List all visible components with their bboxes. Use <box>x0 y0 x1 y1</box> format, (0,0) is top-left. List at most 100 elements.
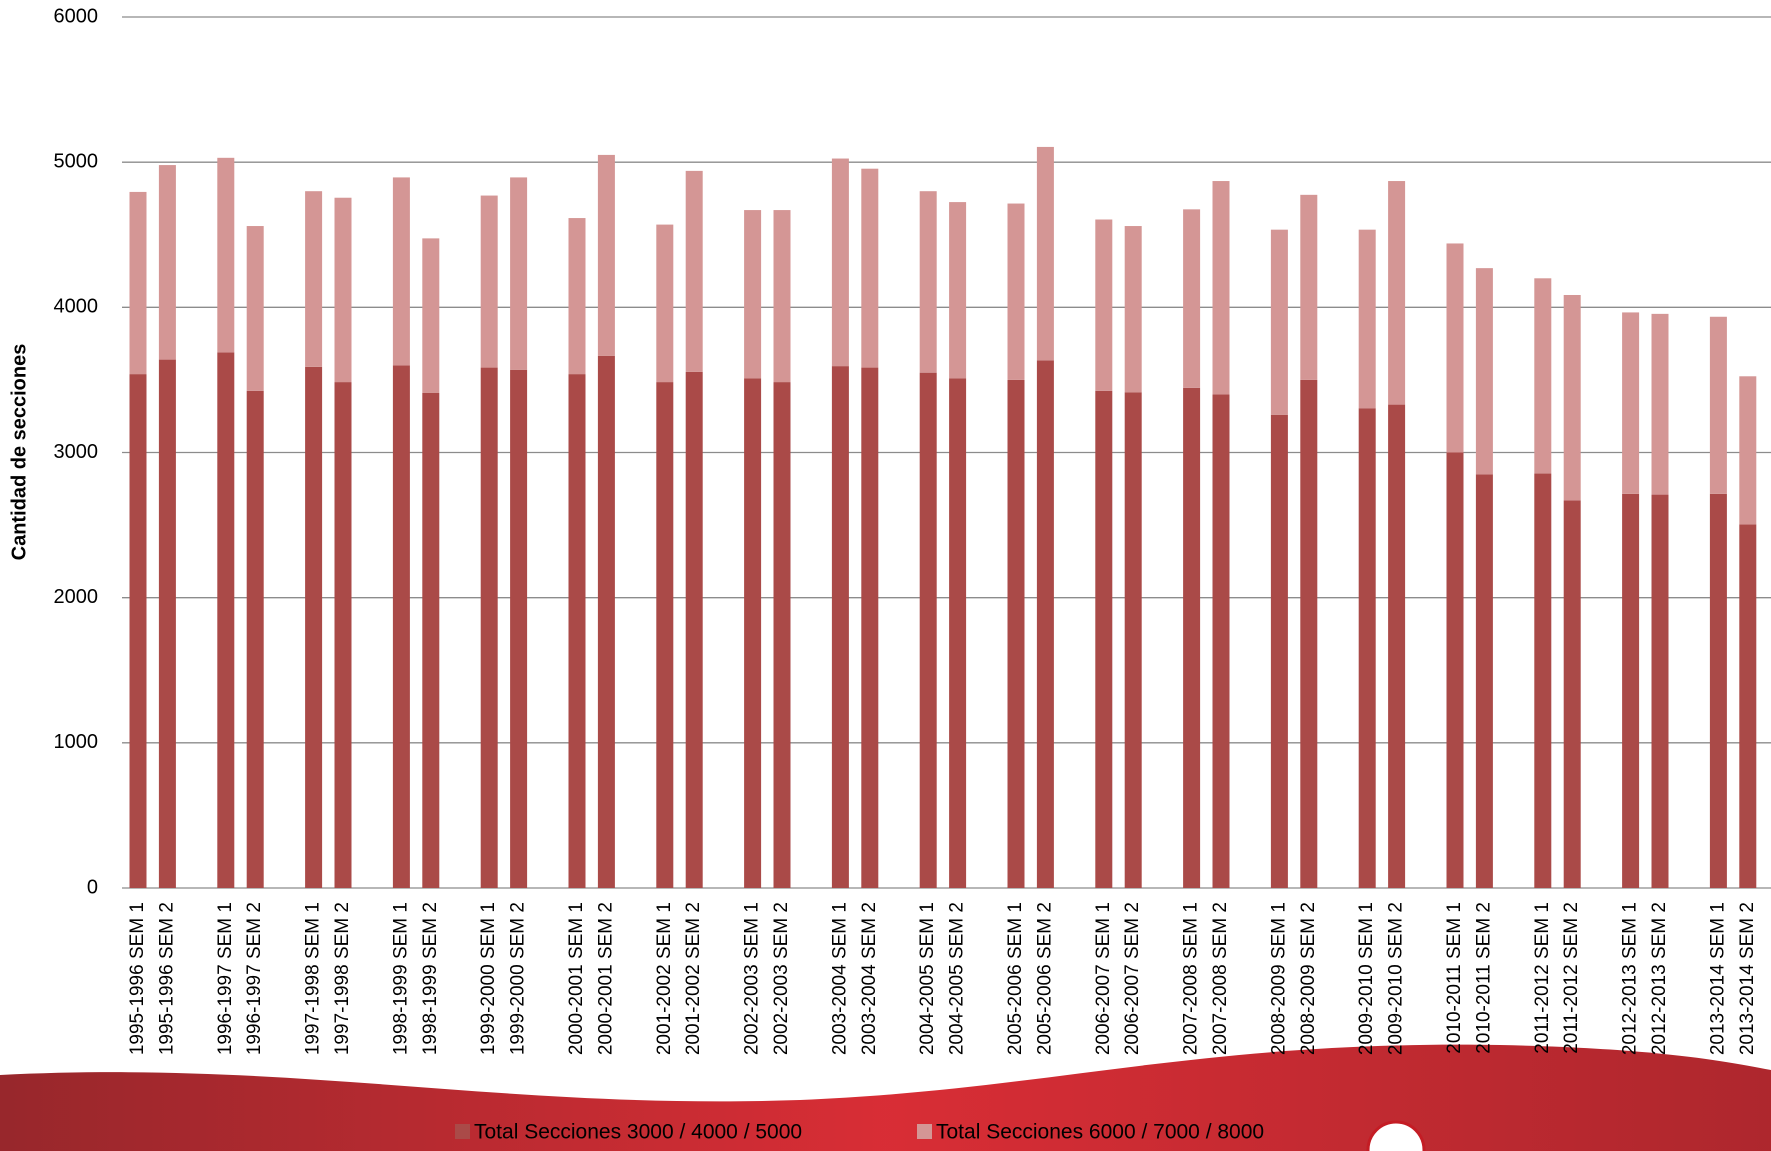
x-tick-label: 1997-1998 SEM 1 <box>303 902 324 1055</box>
bar-segment <box>949 378 967 888</box>
x-tick-label: 2007-2008 SEM 2 <box>1210 902 1231 1055</box>
bar-segment <box>334 382 352 888</box>
bar-segment <box>1212 181 1230 395</box>
y-tick-label: 3000 <box>54 441 99 463</box>
bar-segment <box>773 210 791 383</box>
legend-swatch <box>455 1124 470 1139</box>
bar-segment <box>685 371 703 888</box>
x-tick-label: 2000-2001 SEM 2 <box>595 902 616 1055</box>
x-tick-label: 2002-2003 SEM 2 <box>771 902 792 1055</box>
x-tick-label: 2012-2013 SEM 2 <box>1649 902 1670 1055</box>
x-tick-label: 1996-1997 SEM 2 <box>244 902 265 1055</box>
x-tick-label: 2006-2007 SEM 1 <box>1093 902 1114 1055</box>
bar-segment <box>422 392 440 888</box>
bar-segment <box>422 238 440 393</box>
bar-segment <box>305 366 323 888</box>
bar-segment <box>480 367 498 888</box>
x-tick-label: 1998-1999 SEM 2 <box>420 902 441 1055</box>
y-tick-label: 6000 <box>54 5 99 27</box>
bar-segment <box>1358 229 1376 409</box>
bar-segment <box>1622 312 1640 494</box>
bar-segment <box>246 390 264 888</box>
x-tick-label: 2003-2004 SEM 1 <box>829 902 850 1055</box>
bar-segment <box>1446 243 1464 453</box>
bar-segment <box>949 202 967 379</box>
x-tick-label: 2002-2003 SEM 1 <box>742 902 763 1055</box>
bar-segment <box>217 157 235 353</box>
background-wave <box>0 1044 1771 1151</box>
x-tick-label: 2005-2006 SEM 1 <box>1005 902 1026 1055</box>
x-tick-label: 2012-2013 SEM 1 <box>1620 902 1641 1055</box>
bar-segment <box>1358 408 1376 888</box>
x-tick-label: 2011-2012 SEM 2 <box>1561 902 1582 1054</box>
x-tick-label: 1995-1996 SEM 1 <box>127 902 148 1055</box>
y-tick-label: 0 <box>87 876 98 898</box>
y-tick-label: 1000 <box>54 731 99 753</box>
y-tick-label: 5000 <box>54 150 99 172</box>
x-tick-label: 1997-1998 SEM 2 <box>332 902 353 1055</box>
legend-label: Total Secciones 3000 / 4000 / 5000 <box>474 1121 802 1144</box>
bar-segment <box>861 367 879 888</box>
x-tick-label: 2010-2011 SEM 1 <box>1444 902 1465 1054</box>
bar-segment <box>1300 379 1318 888</box>
x-tick-label: 1996-1997 SEM 1 <box>215 902 236 1055</box>
bar-segment <box>392 365 410 888</box>
bar-segment <box>1124 392 1142 888</box>
bar-segment <box>1651 494 1669 888</box>
bar-segment <box>1095 219 1113 391</box>
bar-segment <box>392 177 410 366</box>
bar-segment <box>129 374 147 888</box>
x-tick-label: 2008-2009 SEM 1 <box>1268 902 1289 1055</box>
bar-segment <box>510 177 528 370</box>
bar-segment <box>1709 493 1727 888</box>
x-tick-label: 2004-2005 SEM 2 <box>947 902 968 1055</box>
bar-segment <box>861 168 879 368</box>
bar-segment <box>158 165 176 360</box>
x-tick-label: 2001-2002 SEM 2 <box>683 902 704 1055</box>
bar-segment <box>597 154 615 356</box>
x-tick-label: 2008-2009 SEM 2 <box>1298 902 1319 1055</box>
bar-segment <box>597 355 615 888</box>
bar-segment <box>744 210 762 379</box>
bar-segment <box>1270 414 1288 888</box>
bar-segment <box>1036 146 1054 361</box>
bar-segment <box>1388 404 1406 888</box>
bar-segment <box>1095 390 1113 888</box>
legend-swatch <box>917 1124 932 1139</box>
bar-segment <box>1709 316 1727 494</box>
bar-segment <box>1446 452 1464 888</box>
bar-segment <box>1534 473 1552 888</box>
bar-segment <box>1124 226 1142 393</box>
x-tick-label: 1995-1996 SEM 2 <box>156 902 177 1055</box>
bar-segment <box>510 369 528 888</box>
bar-segment <box>217 352 235 889</box>
bar-segment <box>129 191 147 375</box>
bar-segment <box>1270 229 1288 415</box>
bar-segment <box>568 218 586 375</box>
bar-segment <box>685 170 703 372</box>
x-tick-label: 2005-2006 SEM 2 <box>1034 902 1055 1055</box>
legend-label: Total Secciones 6000 / 7000 / 8000 <box>936 1121 1264 1144</box>
bar-segment <box>1300 194 1318 380</box>
bar-segment <box>568 374 586 888</box>
x-tick-label: 2001-2002 SEM 1 <box>654 902 675 1055</box>
bar-segment <box>334 197 352 383</box>
bar-segment <box>919 372 937 888</box>
x-tick-label: 1999-2000 SEM 1 <box>478 902 499 1055</box>
legend: Total Secciones 3000 / 4000 / 5000 Total … <box>455 1121 1264 1144</box>
bar-segment <box>480 195 498 368</box>
y-tick-label: 4000 <box>54 296 99 318</box>
bar-segment <box>1007 203 1025 380</box>
bar-segment <box>1651 313 1669 495</box>
x-tick-label: 2013-2014 SEM 2 <box>1737 902 1758 1055</box>
x-tick-label: 2011-2012 SEM 1 <box>1532 902 1553 1054</box>
bar-segment <box>1388 181 1406 405</box>
y-tick-label: 2000 <box>54 586 99 608</box>
bar-segment <box>1739 376 1757 525</box>
bar-segment <box>1036 360 1054 888</box>
bar-segment <box>831 158 849 367</box>
x-tick-label: 2013-2014 SEM 1 <box>1707 902 1728 1055</box>
x-tick-label: 2006-2007 SEM 2 <box>1122 902 1143 1055</box>
bar-segment <box>1563 294 1581 501</box>
bar-segment <box>1475 268 1493 475</box>
